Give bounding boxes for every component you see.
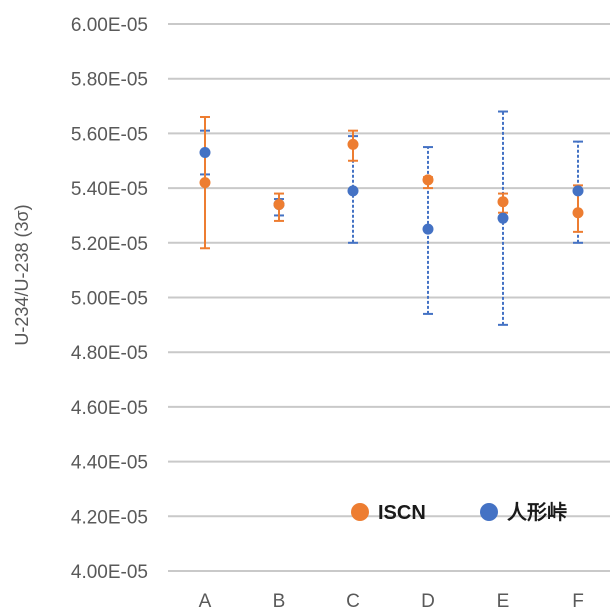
data-point bbox=[199, 147, 211, 159]
data-point bbox=[422, 174, 434, 186]
x-tick-label: A bbox=[199, 591, 212, 610]
x-tick-label: C bbox=[346, 591, 360, 610]
y-tick-label: 5.20E-05 bbox=[71, 234, 148, 255]
legend-label-ningyo-toge: 人形峠 bbox=[507, 500, 567, 524]
y-tick-label: 4.00E-05 bbox=[71, 562, 148, 583]
data-point bbox=[572, 185, 584, 197]
y-tick-label: 5.40E-05 bbox=[71, 179, 148, 200]
legend: ISCN 人形峠 bbox=[351, 500, 567, 524]
series-0 bbox=[200, 115, 583, 250]
y-tick-labels: 4.00E-05 4.20E-05 4.40E-05 4.60E-05 4.80E-05… bbox=[71, 15, 148, 583]
x-tick-label: F bbox=[572, 591, 584, 610]
data-point bbox=[497, 212, 509, 224]
data-point bbox=[199, 177, 211, 189]
series-1 bbox=[200, 110, 583, 326]
data-point bbox=[422, 223, 434, 235]
y-tick-label: 5.80E-05 bbox=[71, 70, 148, 91]
y-tick-label: 4.80E-05 bbox=[71, 343, 148, 364]
x-tick-label: E bbox=[497, 591, 510, 610]
y-tick-label: 5.60E-05 bbox=[71, 124, 148, 145]
data-point bbox=[273, 199, 285, 211]
y-axis-title: U-234/U-238 (3σ) bbox=[12, 204, 32, 345]
y-tick-label: 4.20E-05 bbox=[71, 507, 148, 528]
series-points-0 bbox=[199, 138, 584, 219]
y-tick-label: 6.00E-05 bbox=[71, 15, 148, 36]
data-point bbox=[497, 196, 509, 208]
y-tick-label: 4.60E-05 bbox=[71, 398, 148, 419]
legend-label-iscn: ISCN bbox=[378, 502, 426, 524]
legend-marker-ningyo-toge bbox=[480, 503, 498, 521]
y-tick-label: 4.40E-05 bbox=[71, 453, 148, 474]
x-tick-label: B bbox=[273, 591, 286, 610]
data-point bbox=[347, 185, 359, 197]
data-point bbox=[572, 207, 584, 219]
x-tick-label: D bbox=[421, 591, 435, 610]
x-tick-labels: A B C D E F bbox=[199, 591, 584, 610]
series-points-1 bbox=[199, 147, 584, 235]
gridlines bbox=[168, 23, 610, 572]
series-marks bbox=[199, 110, 584, 326]
data-point bbox=[347, 138, 359, 150]
y-tick-label: 5.00E-05 bbox=[71, 289, 148, 310]
legend-marker-iscn bbox=[351, 503, 369, 521]
